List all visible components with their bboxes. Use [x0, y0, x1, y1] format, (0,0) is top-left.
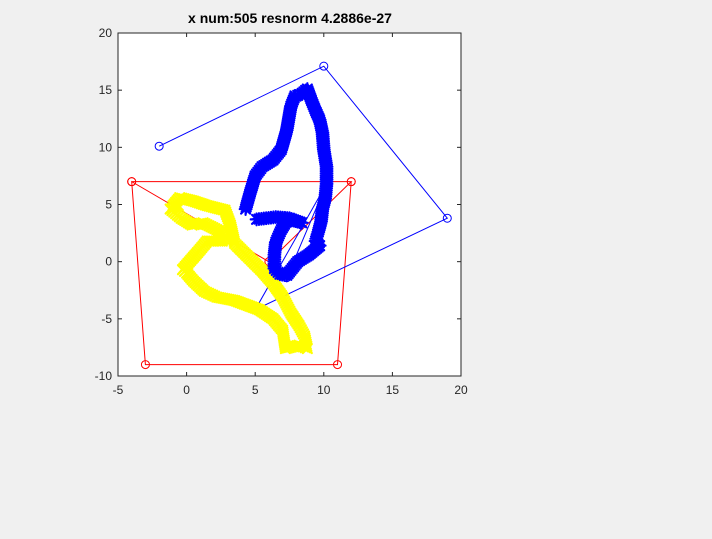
x-tick-label: 20	[454, 383, 468, 397]
series-3	[164, 192, 313, 355]
x-tick-label: -5	[113, 383, 124, 397]
data-point	[319, 61, 329, 71]
data-point	[249, 212, 264, 227]
y-tick-label: 5	[105, 198, 112, 212]
x-tick-label: 10	[317, 383, 331, 397]
x-tick-label: 5	[252, 383, 259, 397]
series-4	[238, 82, 334, 283]
y-tick-label: 15	[99, 83, 113, 97]
data-point	[140, 360, 150, 370]
data-point	[172, 200, 184, 212]
data-point	[127, 177, 137, 187]
y-tick-label: 0	[105, 255, 112, 269]
y-tick-label: 20	[99, 26, 113, 40]
x-tick-label: 15	[386, 383, 400, 397]
data-point	[333, 360, 343, 370]
y-tick-label: -10	[95, 369, 113, 383]
data-point	[154, 141, 164, 151]
y-tick-label: -5	[101, 312, 112, 326]
series-line	[131, 180, 353, 366]
y-tick-label: 10	[99, 140, 113, 154]
x-tick-label: 0	[183, 383, 190, 397]
series-layer	[127, 61, 452, 370]
data-point	[442, 213, 452, 223]
data-point	[346, 177, 356, 187]
chart-title: x num:505 resnorm 4.2886e-27	[188, 10, 392, 26]
series-1	[127, 177, 356, 370]
